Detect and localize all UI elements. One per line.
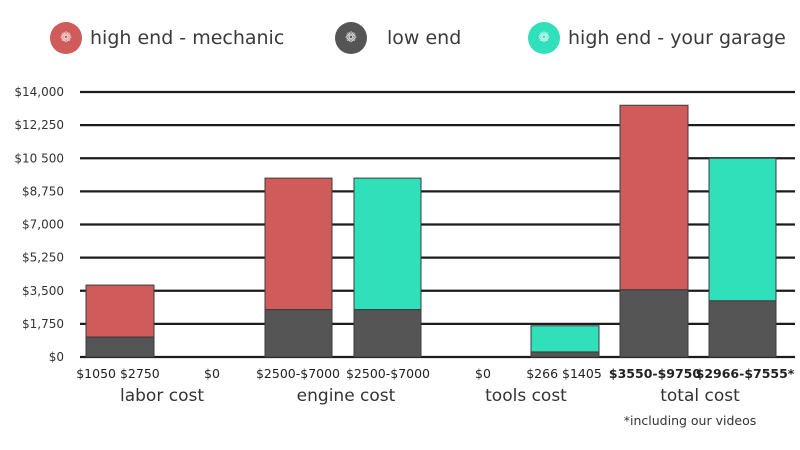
y-tick-label: $10 500 xyxy=(14,151,64,165)
bars xyxy=(85,104,777,358)
x-category-label: tools cost xyxy=(485,386,567,406)
y-tick-label: $14,000 xyxy=(14,85,64,99)
bar-low-segment xyxy=(264,309,333,358)
bar-range-label: $2500-$7000 xyxy=(346,366,430,381)
bar-high-segment xyxy=(530,325,600,353)
legend-label-high-end-mechanic: high end - mechanic xyxy=(90,27,285,49)
y-tick-label: $8,750 xyxy=(22,184,64,198)
bar-high-segment xyxy=(85,284,155,338)
legend-item-high-end-mechanic: ❁ high end - mechanic xyxy=(50,18,284,58)
bar-low-segment xyxy=(530,351,600,358)
bar-range-label: $0 xyxy=(204,366,220,381)
y-axis: $0 $1,750 $3,500 $5,250 $7,000 $8,750 $10 500 $… xyxy=(14,85,64,364)
legend-item-low-end: ❁ low end xyxy=(335,18,461,58)
leaf-icon: ❁ xyxy=(528,22,560,54)
bar-high-segment xyxy=(264,177,333,311)
x-category-label: total cost xyxy=(660,386,740,406)
y-tick-label: $1,750 xyxy=(22,317,64,331)
legend-label-high-end-your-garage: high end - your garage xyxy=(568,27,786,49)
legend-label-low-end: low end xyxy=(387,27,462,49)
bar-range-label: $2966-$7555* xyxy=(696,366,795,381)
bar-low-segment xyxy=(619,289,689,358)
bar-range-label: $266 $1405 xyxy=(526,366,602,381)
bar-low-segment xyxy=(353,309,422,358)
y-tick-label: $12,250 xyxy=(14,118,64,132)
x-category-label: engine cost xyxy=(297,386,396,406)
y-tick-label: $5,250 xyxy=(22,251,64,265)
y-tick-label: $3,500 xyxy=(22,284,64,298)
footnote: *including our videos xyxy=(624,413,757,428)
bar-range-label: $1050 $2750 xyxy=(76,366,160,381)
bar-high-segment xyxy=(708,157,777,302)
legend: ❁ high end - mechanic ❁ low end ❁ high e… xyxy=(0,18,800,62)
bar-range-label: $3550-$9750 xyxy=(609,366,701,381)
bar-high-segment xyxy=(619,104,689,291)
bar-range-label: $0 xyxy=(475,366,491,381)
leaf-icon: ❁ xyxy=(335,22,367,54)
bar-high-segment xyxy=(353,177,422,311)
legend-item-high-end-your-garage: ❁ high end - your garage xyxy=(528,18,786,58)
bar-range-label: $2500-$7000 xyxy=(256,366,340,381)
leaf-icon: ❁ xyxy=(50,22,82,54)
x-category-label: labor cost xyxy=(120,386,204,406)
bar-low-segment xyxy=(85,336,155,358)
y-tick-label: $7,000 xyxy=(22,218,64,232)
bar-low-segment xyxy=(708,300,777,358)
y-tick-label: $0 xyxy=(49,350,64,364)
